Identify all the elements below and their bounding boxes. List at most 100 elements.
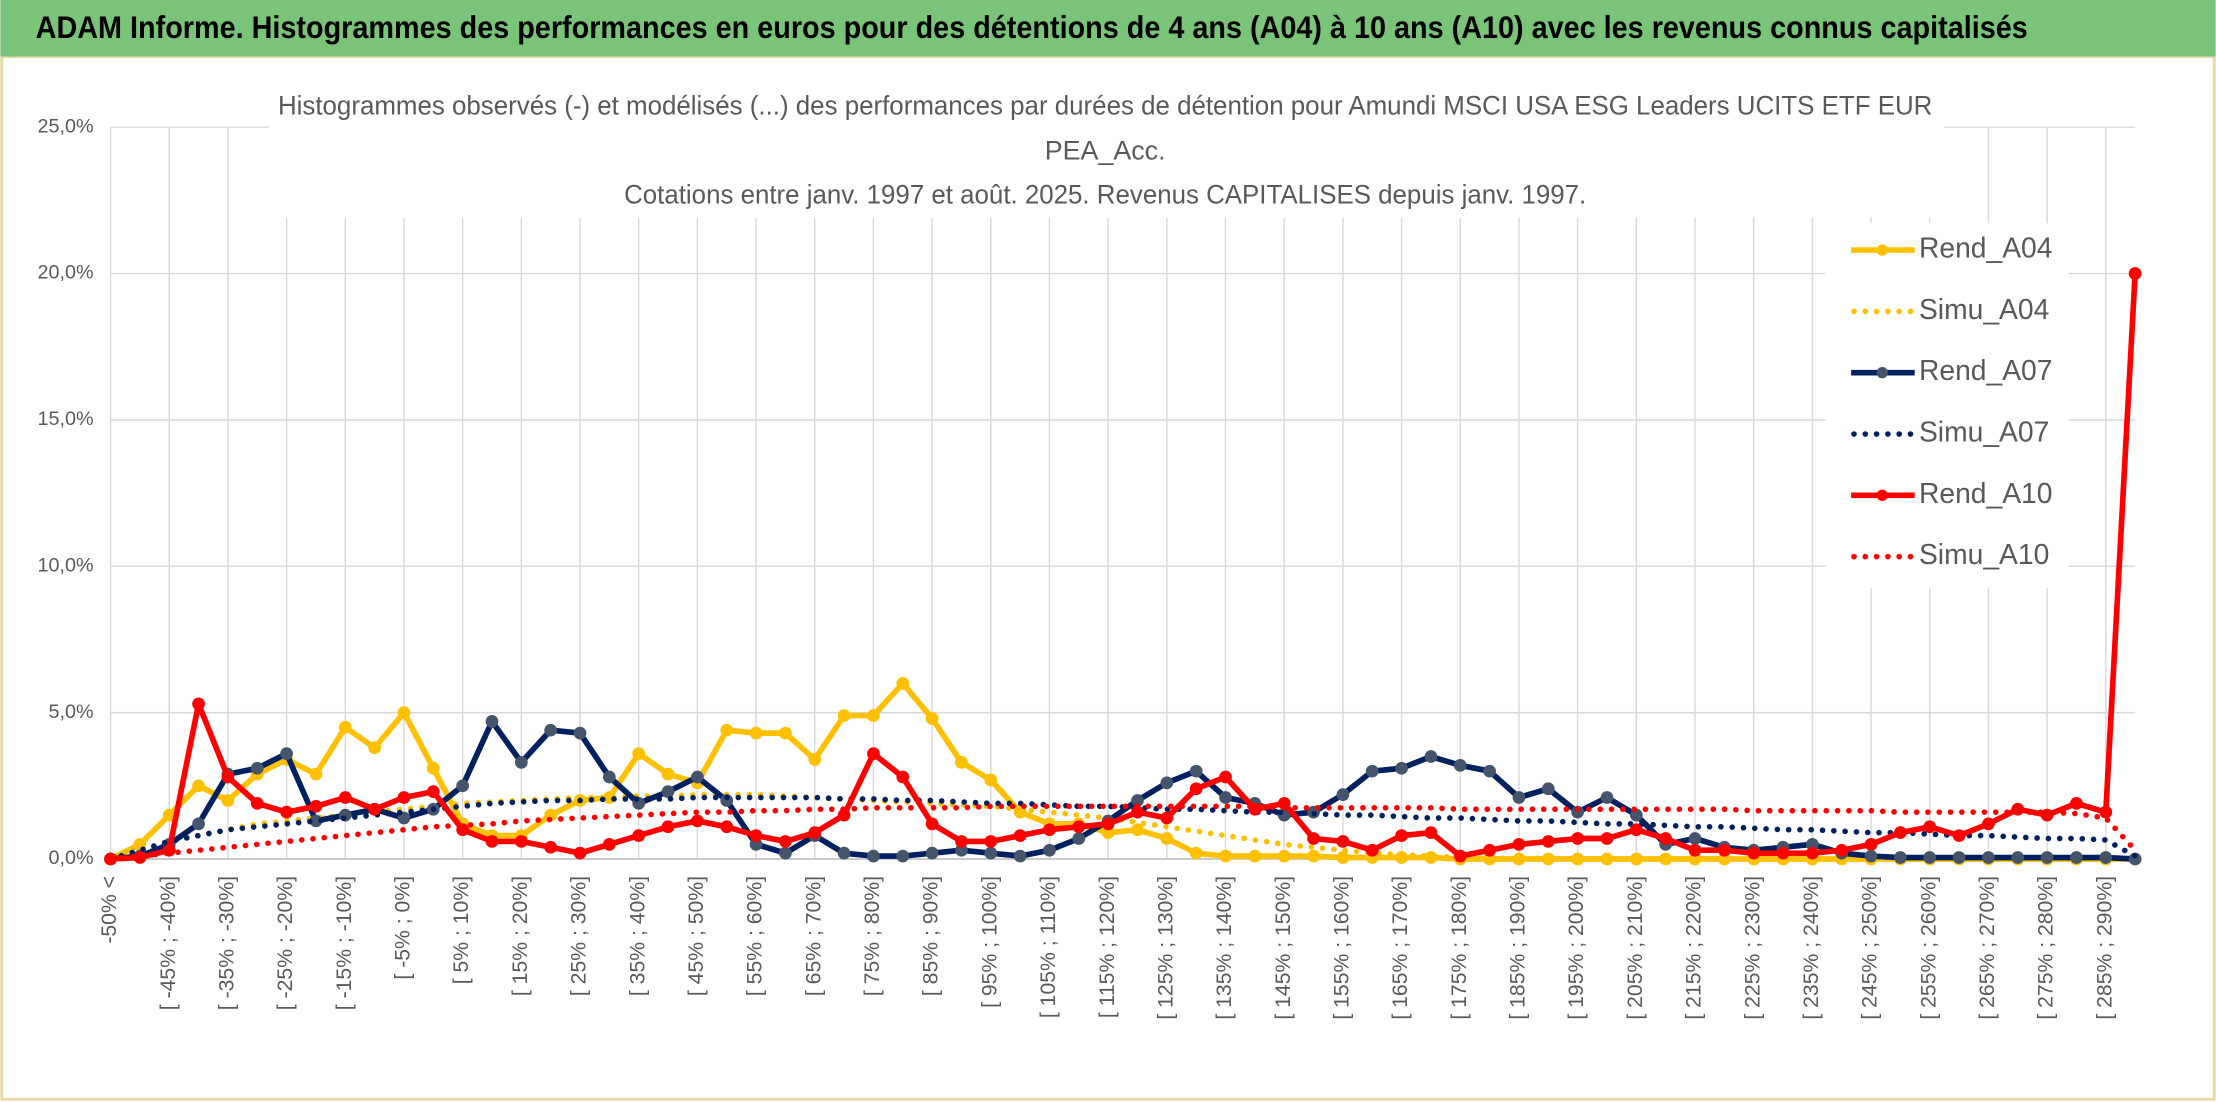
data-point (1952, 851, 1966, 864)
data-point (1571, 832, 1584, 845)
data-point (1864, 838, 1878, 851)
data-point (280, 805, 293, 819)
data-point (426, 761, 440, 775)
x-tick-label: [ 135% ; 140%] (1213, 876, 1236, 1020)
legend-label: Simu_A07 (1919, 415, 2049, 447)
x-tick-label: [ 75% ; 80%] (861, 876, 884, 996)
data-point (808, 826, 822, 840)
x-tick-label: [ 255% ; 260%] (1917, 876, 1940, 1020)
x-tick-label: [ 95% ; 100%] (978, 876, 1001, 1008)
x-tick-label: [ 65% ; 70%] (802, 876, 825, 996)
data-point (925, 712, 939, 725)
data-point (1395, 829, 1408, 842)
chart-title: Cotations entre janv. 1997 et août. 2025… (624, 179, 1586, 209)
y-tick-label: 5,0% (49, 701, 94, 723)
data-point (1659, 832, 1673, 845)
data-point (1512, 791, 1526, 804)
data-point (955, 835, 968, 848)
data-point (1483, 764, 1496, 778)
data-point (338, 791, 352, 804)
data-point (1307, 832, 1320, 845)
data-point (1189, 782, 1203, 796)
data-point (280, 747, 293, 760)
data-point (837, 846, 851, 860)
data-point (1307, 849, 1320, 863)
data-point (925, 846, 939, 860)
data-point (397, 811, 411, 825)
data-point (573, 726, 587, 740)
data-point (1512, 838, 1526, 851)
y-tick-label: 25,0% (38, 115, 94, 137)
banner (0, 0, 2216, 57)
x-tick-label: [ -25% ; -20%] (274, 876, 297, 1010)
data-point (1923, 851, 1937, 864)
data-point (1131, 823, 1144, 837)
data-point (2040, 851, 2054, 864)
data-point (514, 835, 528, 848)
x-tick-label: [ 15% ; 20%] (509, 876, 532, 996)
data-point (896, 770, 910, 784)
x-tick-label: [ 145% ; 150%] (1272, 876, 1295, 1020)
data-point (1336, 851, 1350, 864)
data-point (426, 785, 440, 799)
data-point (397, 706, 411, 719)
x-tick-label: [ 225% ; 230%] (1741, 876, 1764, 1020)
data-point (2011, 851, 2025, 864)
data-point (485, 835, 499, 848)
data-point (514, 756, 528, 769)
data-point (691, 814, 704, 828)
x-tick-label: -50% < (98, 876, 121, 944)
data-point (1248, 849, 1262, 863)
banner-title: ADAM Informe. Histogrammes des performan… (36, 10, 2028, 45)
data-point (1072, 832, 1086, 845)
y-tick-label: 15,0% (38, 408, 94, 430)
x-tick-label: [ 195% ; 200%] (1565, 876, 1588, 1020)
series-line (107, 803, 2138, 862)
data-point (984, 773, 998, 787)
y-tick-label: 20,0% (38, 262, 94, 284)
data-point (955, 756, 968, 769)
y-tick-label: 10,0% (38, 554, 94, 576)
x-tick-label: [ 155% ; 160%] (1330, 876, 1353, 1020)
data-point (2099, 851, 2113, 864)
data-point (1982, 817, 1995, 831)
data-point (544, 723, 558, 737)
data-point (779, 726, 792, 740)
data-point (1894, 851, 1907, 864)
data-point (192, 697, 205, 711)
data-point (1189, 764, 1203, 778)
data-point (867, 849, 880, 863)
series-line (110, 718, 2136, 862)
data-point (221, 794, 235, 807)
x-tick-label: [ 235% ; 240%] (1800, 876, 1823, 1020)
data-point (779, 835, 792, 848)
data-point (1336, 788, 1350, 801)
data-point (250, 797, 264, 810)
data-point (1277, 849, 1291, 863)
x-tick-label: [ 245% ; 250%] (1859, 876, 1882, 1020)
data-point (338, 720, 352, 734)
data-point (544, 840, 558, 854)
data-point (632, 747, 646, 760)
x-tick-label: [ 115% ; 120%] (1096, 876, 1119, 1018)
data-point (984, 846, 998, 860)
x-tick-label: [ 105% ; 110%] (1037, 876, 1060, 1018)
data-point (1424, 826, 1438, 840)
x-tick-label: [ 5% ; 10%] (450, 876, 473, 984)
data-point (1365, 843, 1379, 857)
chart-title: Histogrammes observés (-) et modélisés (… (278, 90, 1932, 120)
data-point (1541, 782, 1555, 796)
data-point (1424, 750, 1438, 763)
data-point (1101, 817, 1115, 831)
data-point (602, 838, 616, 851)
data-point (749, 829, 763, 842)
data-point (779, 846, 792, 860)
data-point (661, 820, 675, 834)
data-point (1835, 843, 1849, 857)
data-point (192, 817, 205, 831)
data-point (837, 709, 851, 722)
x-tick-label: [ 125% ; 130%] (1154, 876, 1177, 1020)
data-point (309, 767, 323, 781)
data-point (720, 723, 734, 737)
